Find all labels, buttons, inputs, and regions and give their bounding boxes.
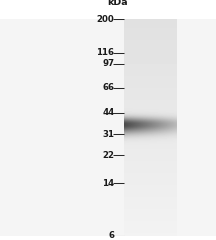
- Text: 44: 44: [102, 108, 114, 117]
- Text: 66: 66: [102, 83, 114, 92]
- Text: 97: 97: [102, 59, 114, 68]
- Text: 6: 6: [108, 231, 114, 240]
- Text: kDa: kDa: [107, 0, 128, 7]
- Text: 116: 116: [97, 48, 114, 57]
- Text: 14: 14: [102, 179, 114, 188]
- Text: 22: 22: [102, 151, 114, 160]
- Text: 31: 31: [102, 130, 114, 139]
- Text: 200: 200: [97, 15, 114, 24]
